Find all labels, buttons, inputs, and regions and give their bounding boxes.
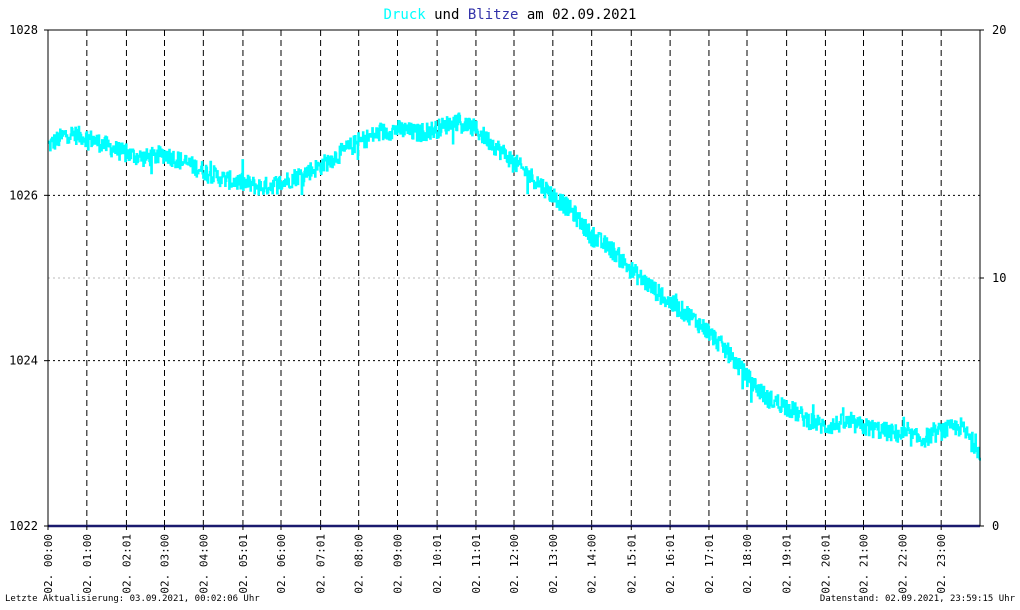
x-tick-label: 02. 01:00 (81, 534, 94, 594)
x-tick-label: 02. 15:01 (625, 534, 638, 594)
x-tick-label: 02. 08:00 (353, 534, 366, 594)
x-tick-label: 02. 06:00 (275, 534, 288, 594)
x-tick-label: 02. 11:01 (470, 534, 483, 594)
x-tick-label: 02. 03:00 (159, 534, 172, 594)
x-tick-label: 02. 19:01 (781, 534, 794, 594)
x-tick-label: 02. 07:01 (315, 534, 328, 594)
x-tick-label: 02. 23:00 (935, 534, 948, 594)
y-right-tick-label: 0 (992, 519, 999, 533)
x-tick-label: 02. 13:00 (547, 534, 560, 594)
y-left-tick-label: 1022 (9, 519, 38, 533)
x-tick-label: 02. 10:01 (431, 534, 444, 594)
x-tick-label: 02. 17:01 (703, 534, 716, 594)
y-left-tick-label: 1026 (9, 188, 38, 202)
footer-last-update: Letzte Aktualisierung: 03.09.2021, 00:02… (5, 594, 260, 604)
x-tick-label: 02. 04:00 (197, 534, 210, 594)
x-tick-label: 02. 16:01 (664, 534, 677, 594)
chart-title: Druck und Blitze am 02.09.2021 (384, 7, 637, 23)
tick-labels: 1022 1024 1026 1028 0 10 20 02. 00:00 02. 01:00 0… (9, 23, 1006, 594)
x-tick-label: 02. 12:00 (508, 534, 521, 594)
y-left-tick-label: 1024 (9, 354, 38, 368)
title-blitze: Blitze (468, 7, 519, 23)
grid (48, 29, 980, 526)
y-right-tick-label: 20 (992, 23, 1006, 37)
x-tick-label: 02. 02:01 (120, 534, 133, 594)
title-druck: Druck (384, 7, 427, 23)
x-tick-label: 02. 09:00 (392, 534, 405, 594)
title-und: und (426, 7, 468, 23)
y-left-tick-label: 1028 (9, 23, 38, 37)
x-tick-label: 02. 20:01 (819, 534, 832, 594)
y-right-tick-label: 10 (992, 271, 1006, 285)
footer-data-status: Datenstand: 02.09.2021, 23:59:15 Uhr (820, 594, 1016, 604)
title-date: am 02.09.2021 (518, 7, 636, 23)
x-tick-label: 02. 05:01 (237, 534, 250, 594)
druck-series-line (48, 112, 981, 461)
x-tick-label: 02. 22:00 (896, 534, 909, 594)
x-tick-label: 02. 18:00 (741, 534, 754, 594)
x-tick-label: 02. 14:00 (586, 534, 599, 594)
x-tick-label: 02. 21:00 (858, 534, 871, 594)
x-tick-label: 02. 00:00 (42, 534, 55, 594)
axes (44, 29, 984, 530)
